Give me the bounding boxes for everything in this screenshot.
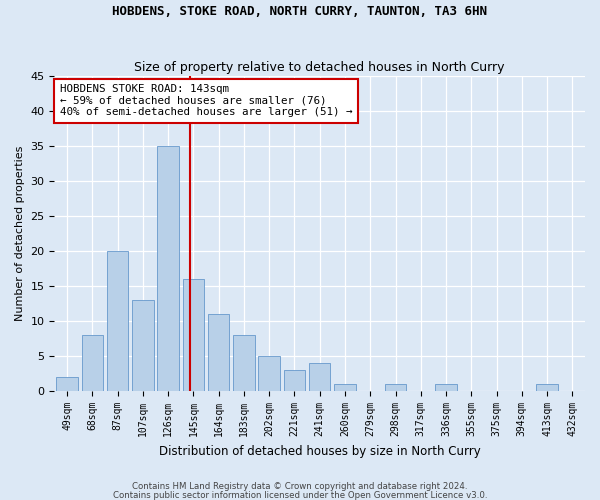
Bar bbox=[233, 335, 254, 391]
Bar bbox=[157, 146, 179, 391]
Bar bbox=[56, 377, 78, 391]
Bar bbox=[536, 384, 558, 391]
Bar bbox=[107, 251, 128, 391]
Bar bbox=[208, 314, 229, 391]
Bar bbox=[182, 279, 204, 391]
Bar bbox=[435, 384, 457, 391]
Y-axis label: Number of detached properties: Number of detached properties bbox=[15, 146, 25, 322]
Bar bbox=[284, 370, 305, 391]
Bar bbox=[259, 356, 280, 391]
Text: Contains HM Land Registry data © Crown copyright and database right 2024.: Contains HM Land Registry data © Crown c… bbox=[132, 482, 468, 491]
Bar bbox=[132, 300, 154, 391]
Bar bbox=[309, 363, 331, 391]
Bar bbox=[334, 384, 356, 391]
Bar bbox=[82, 335, 103, 391]
X-axis label: Distribution of detached houses by size in North Curry: Distribution of detached houses by size … bbox=[159, 444, 481, 458]
Text: HOBDENS, STOKE ROAD, NORTH CURRY, TAUNTON, TA3 6HN: HOBDENS, STOKE ROAD, NORTH CURRY, TAUNTO… bbox=[113, 5, 487, 18]
Text: Contains public sector information licensed under the Open Government Licence v3: Contains public sector information licen… bbox=[113, 490, 487, 500]
Text: HOBDENS STOKE ROAD: 143sqm
← 59% of detached houses are smaller (76)
40% of semi: HOBDENS STOKE ROAD: 143sqm ← 59% of deta… bbox=[60, 84, 352, 117]
Bar bbox=[385, 384, 406, 391]
Title: Size of property relative to detached houses in North Curry: Size of property relative to detached ho… bbox=[134, 60, 505, 74]
